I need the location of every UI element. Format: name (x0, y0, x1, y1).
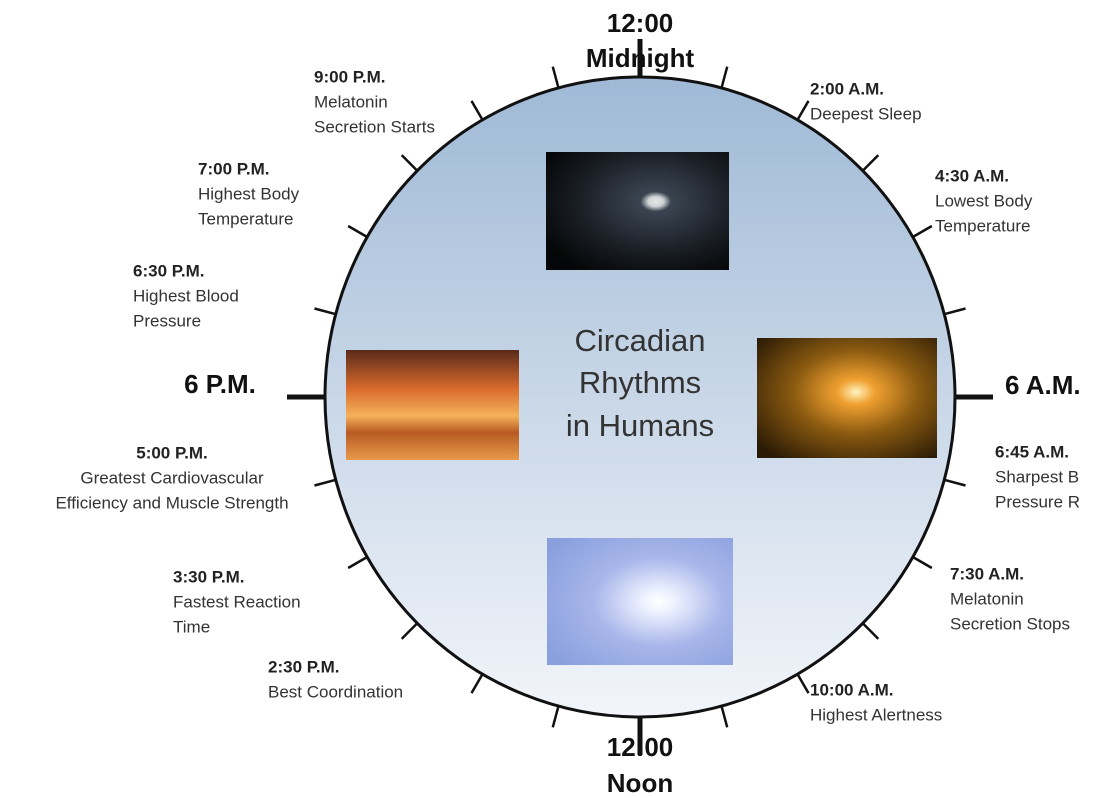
event-description: Highest Blood (133, 286, 239, 305)
title-line: Rhythms (579, 365, 701, 400)
event-time: 7:30 A.M. (950, 564, 1024, 583)
noon-sky-image (547, 538, 733, 665)
minor-tick (861, 622, 880, 640)
event-description: Pressure R (995, 492, 1080, 511)
minor-tick (720, 66, 729, 89)
minor-tick (400, 622, 419, 640)
minor-tick (470, 673, 484, 694)
event-time: 4:30 A.M. (935, 166, 1009, 185)
clock-ticks (287, 39, 993, 755)
event-description: Melatonin (950, 589, 1024, 608)
event-description: Lowest Body (935, 191, 1033, 210)
event-description: Highest Alertness (810, 705, 942, 724)
minor-tick (551, 705, 560, 728)
event-description: Fastest Reaction (173, 592, 301, 611)
minor-tick (347, 224, 368, 239)
clock-face (323, 75, 957, 719)
marker-label: 6 A.M. (1005, 370, 1081, 400)
event-description: Deepest Sleep (810, 104, 922, 123)
events: 9:00 P.M. Melatonin Secretion Starts 2:00 A… (55, 67, 1080, 724)
event-description: Temperature (198, 209, 293, 228)
minor-tick (400, 154, 419, 172)
event-description: Sharpest B (995, 467, 1079, 486)
title-line: Circadian (575, 323, 706, 358)
minor-tick (796, 673, 810, 694)
minor-tick (912, 555, 933, 570)
event-time: 10:00 A.M. (810, 680, 893, 699)
minor-tick (912, 224, 933, 239)
event-description: Best Coordination (268, 682, 403, 701)
marker-label: 6 P.M. (184, 369, 256, 399)
event-description: Efficiency and Muscle Strength (55, 493, 288, 512)
event-description: Melatonin (314, 92, 388, 111)
minor-tick (314, 307, 337, 316)
minor-tick (347, 555, 368, 570)
event-time: 9:00 P.M. (314, 67, 386, 86)
minor-tick (796, 100, 810, 121)
event-time: 6:45 A.M. (995, 442, 1069, 461)
sunset-image (346, 350, 519, 460)
sunrise-image (757, 338, 937, 458)
event-time: 3:30 P.M. (173, 567, 245, 586)
event-description: Secretion Stops (950, 614, 1070, 633)
marker-label: Midnight (586, 43, 695, 73)
marker-label: Noon (607, 768, 673, 798)
event-time: 6:30 P.M. (133, 261, 205, 280)
minor-tick (943, 478, 966, 487)
event-description: Highest Body (198, 184, 300, 203)
moon-image (546, 152, 729, 270)
marker-label: 12:00 (607, 732, 674, 762)
event-time: 2:00 A.M. (810, 79, 884, 98)
minor-tick (720, 705, 729, 728)
event-time: 7:00 P.M. (198, 159, 270, 178)
minor-tick (861, 154, 880, 172)
event-description: Secretion Starts (314, 117, 435, 136)
minor-tick (314, 478, 337, 487)
event-description: Time (173, 617, 210, 636)
title-line: in Humans (566, 408, 714, 443)
event-time: 5:00 P.M. (136, 443, 208, 462)
minor-tick (943, 307, 966, 316)
event-description: Greatest Cardiovascular (80, 468, 264, 487)
event-time: 2:30 P.M. (268, 657, 340, 676)
event-description: Temperature (935, 216, 1030, 235)
event-description: Pressure (133, 311, 201, 330)
marker-label: 12:00 (607, 8, 674, 38)
minor-tick (470, 100, 484, 121)
minor-tick (551, 66, 560, 89)
